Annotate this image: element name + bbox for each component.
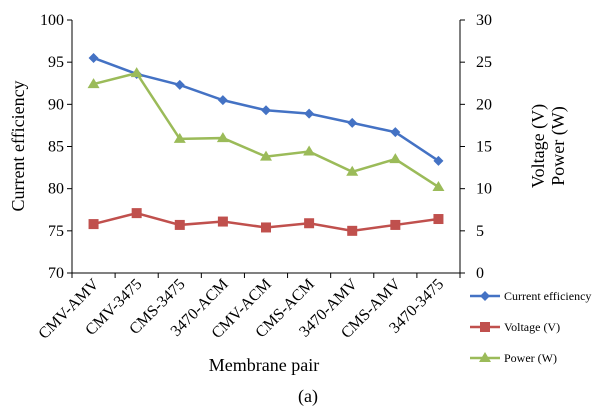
y-right-tick-label: 15 xyxy=(476,139,492,156)
y-right-tick-label: 30 xyxy=(476,12,492,29)
data-point xyxy=(87,78,100,89)
data-point xyxy=(130,67,143,78)
y-right-tick-label: 10 xyxy=(476,181,492,198)
data-point xyxy=(217,216,228,227)
data-point xyxy=(304,108,315,119)
data-point xyxy=(433,155,444,166)
y-left-tick-label: 95 xyxy=(48,54,64,71)
y-right-tick-label: 25 xyxy=(476,54,492,71)
y-left-tick-label: 80 xyxy=(48,181,64,198)
legend: Current efficiency Voltage (V) Power (W) xyxy=(470,289,591,365)
x-axis-title: Membrane pair xyxy=(209,355,319,375)
data-point xyxy=(261,105,271,116)
figure-caption: (a) xyxy=(298,386,318,407)
y-left-tick-label: 90 xyxy=(48,96,64,113)
series-layer xyxy=(87,52,445,236)
legend-item: Voltage (V) xyxy=(470,320,560,334)
y-left-tick-label: 100 xyxy=(40,12,64,29)
y-right-tick-label: 20 xyxy=(476,96,492,113)
data-point xyxy=(479,352,491,362)
y-axis-left-title: Current efficiency xyxy=(8,80,28,211)
right-axis-ticks: 0 5 10 15 20 25 30 xyxy=(460,12,492,282)
data-point xyxy=(131,208,142,219)
x-axis-ticks: CMV-AMVCMV-3475CMS-34753470-ACMCMV-ACMCM… xyxy=(35,273,461,343)
series-2 xyxy=(87,67,445,191)
y-left-tick-label: 70 xyxy=(48,265,64,282)
data-point xyxy=(389,153,402,164)
data-point xyxy=(346,165,359,176)
axes xyxy=(71,20,461,274)
data-point xyxy=(216,132,229,143)
data-point xyxy=(174,79,185,90)
data-point xyxy=(88,52,99,63)
left-axis-ticks: 70 75 80 85 90 95 100 xyxy=(40,12,72,282)
y-right-tick-label: 0 xyxy=(476,265,484,282)
data-point xyxy=(347,225,358,236)
data-point xyxy=(88,219,99,230)
data-point xyxy=(480,322,490,332)
data-point xyxy=(174,219,185,230)
y-left-tick-label: 75 xyxy=(48,223,64,240)
legend-item: Power (W) xyxy=(470,351,557,365)
series-0 xyxy=(88,52,444,166)
data-point xyxy=(261,222,271,233)
legend-label: Current efficiency xyxy=(504,289,591,303)
data-point xyxy=(347,117,358,128)
y-axis-right-title-voltage: Voltage (V) xyxy=(528,104,549,188)
y-left-tick-label: 85 xyxy=(48,139,64,156)
data-point xyxy=(480,291,490,301)
legend-label: Voltage (V) xyxy=(504,320,560,334)
data-point xyxy=(390,127,401,138)
data-point xyxy=(303,145,316,156)
data-point xyxy=(432,180,445,191)
legend-label: Power (W) xyxy=(504,351,557,365)
legend-item: Current efficiency xyxy=(470,289,591,303)
data-point xyxy=(433,214,444,225)
data-point xyxy=(260,150,272,161)
y-right-tick-label: 5 xyxy=(476,223,484,240)
data-point xyxy=(304,218,315,229)
y-axis-right-title-power: Power (W) xyxy=(548,106,569,185)
series-1 xyxy=(88,208,444,236)
data-point xyxy=(390,219,401,230)
data-point xyxy=(217,95,228,106)
data-point xyxy=(173,132,186,143)
